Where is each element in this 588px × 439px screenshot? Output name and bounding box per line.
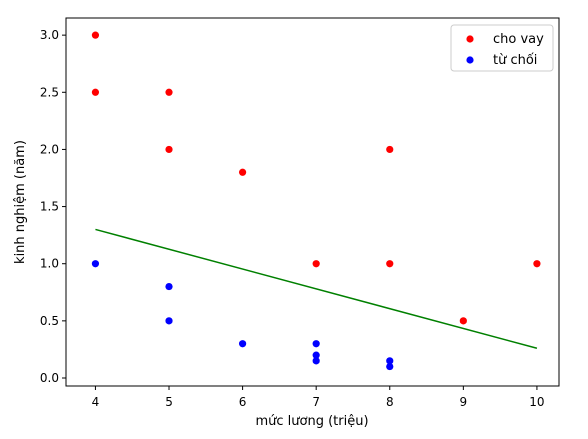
- y-tick-label: 0.0: [40, 371, 59, 385]
- point-cho-vay-0: [91, 31, 100, 39]
- plot-frame: [65, 17, 560, 387]
- point-tu-choi-1: [165, 282, 173, 291]
- x-tick-label: 7: [312, 395, 320, 409]
- point-cho-vay-3: [165, 145, 173, 154]
- point-tu-choi-6: [312, 357, 320, 365]
- x-tick-label: 5: [165, 395, 173, 409]
- point-tu-choi-0: [91, 260, 100, 268]
- legend-label: cho vay: [493, 32, 544, 47]
- point-tu-choi-2: [165, 317, 173, 325]
- point-cho-vay-7: [386, 260, 394, 268]
- y-tick-label: 1.5: [40, 200, 59, 214]
- y-axis: 0.0 0.5 1.0 1.5 2.0 2.5 3.0: [40, 28, 66, 385]
- point-cho-vay-6: [386, 145, 394, 154]
- y-tick-label: 2.5: [40, 85, 59, 99]
- x-axis-title: mức lương (triệu): [255, 414, 368, 429]
- legend: cho vay từ chối: [450, 24, 554, 72]
- x-tick-label: 6: [239, 395, 247, 409]
- point-cho-vay-2: [165, 88, 173, 96]
- point-cho-vay-1: [91, 88, 100, 96]
- legend-label: từ chối: [493, 53, 537, 68]
- y-axis-title: kinh nghiệm (năm): [13, 140, 28, 264]
- point-tu-choi-3: [238, 340, 247, 348]
- legend-box: [450, 24, 554, 72]
- y-tick-label: 2.0: [40, 142, 59, 156]
- point-cho-vay-4: [238, 168, 247, 176]
- legend-marker: [466, 35, 474, 43]
- plot-area: [91, 31, 541, 371]
- point-cho-vay-8: [459, 317, 467, 325]
- point-cho-vay-5: [312, 260, 320, 268]
- x-tick-label: 8: [386, 395, 394, 409]
- y-tick-label: 1.0: [40, 257, 59, 271]
- y-tick-label: 3.0: [40, 28, 59, 42]
- decision-line: [95, 228, 538, 350]
- x-tick-label: 4: [92, 395, 100, 409]
- y-tick-label: 0.5: [40, 314, 59, 328]
- x-tick-label: 10: [529, 395, 544, 409]
- legend-marker: [466, 56, 474, 64]
- x-tick-label: 9: [460, 395, 468, 409]
- point-tu-choi-4: [312, 340, 320, 348]
- point-tu-choi-7: [386, 357, 394, 365]
- point-cho-vay-9: [533, 260, 541, 268]
- point-tu-choi-5: [312, 351, 320, 359]
- x-axis: 4 5 6 7 8 9 10: [92, 386, 545, 409]
- point-tu-choi-8: [386, 362, 394, 371]
